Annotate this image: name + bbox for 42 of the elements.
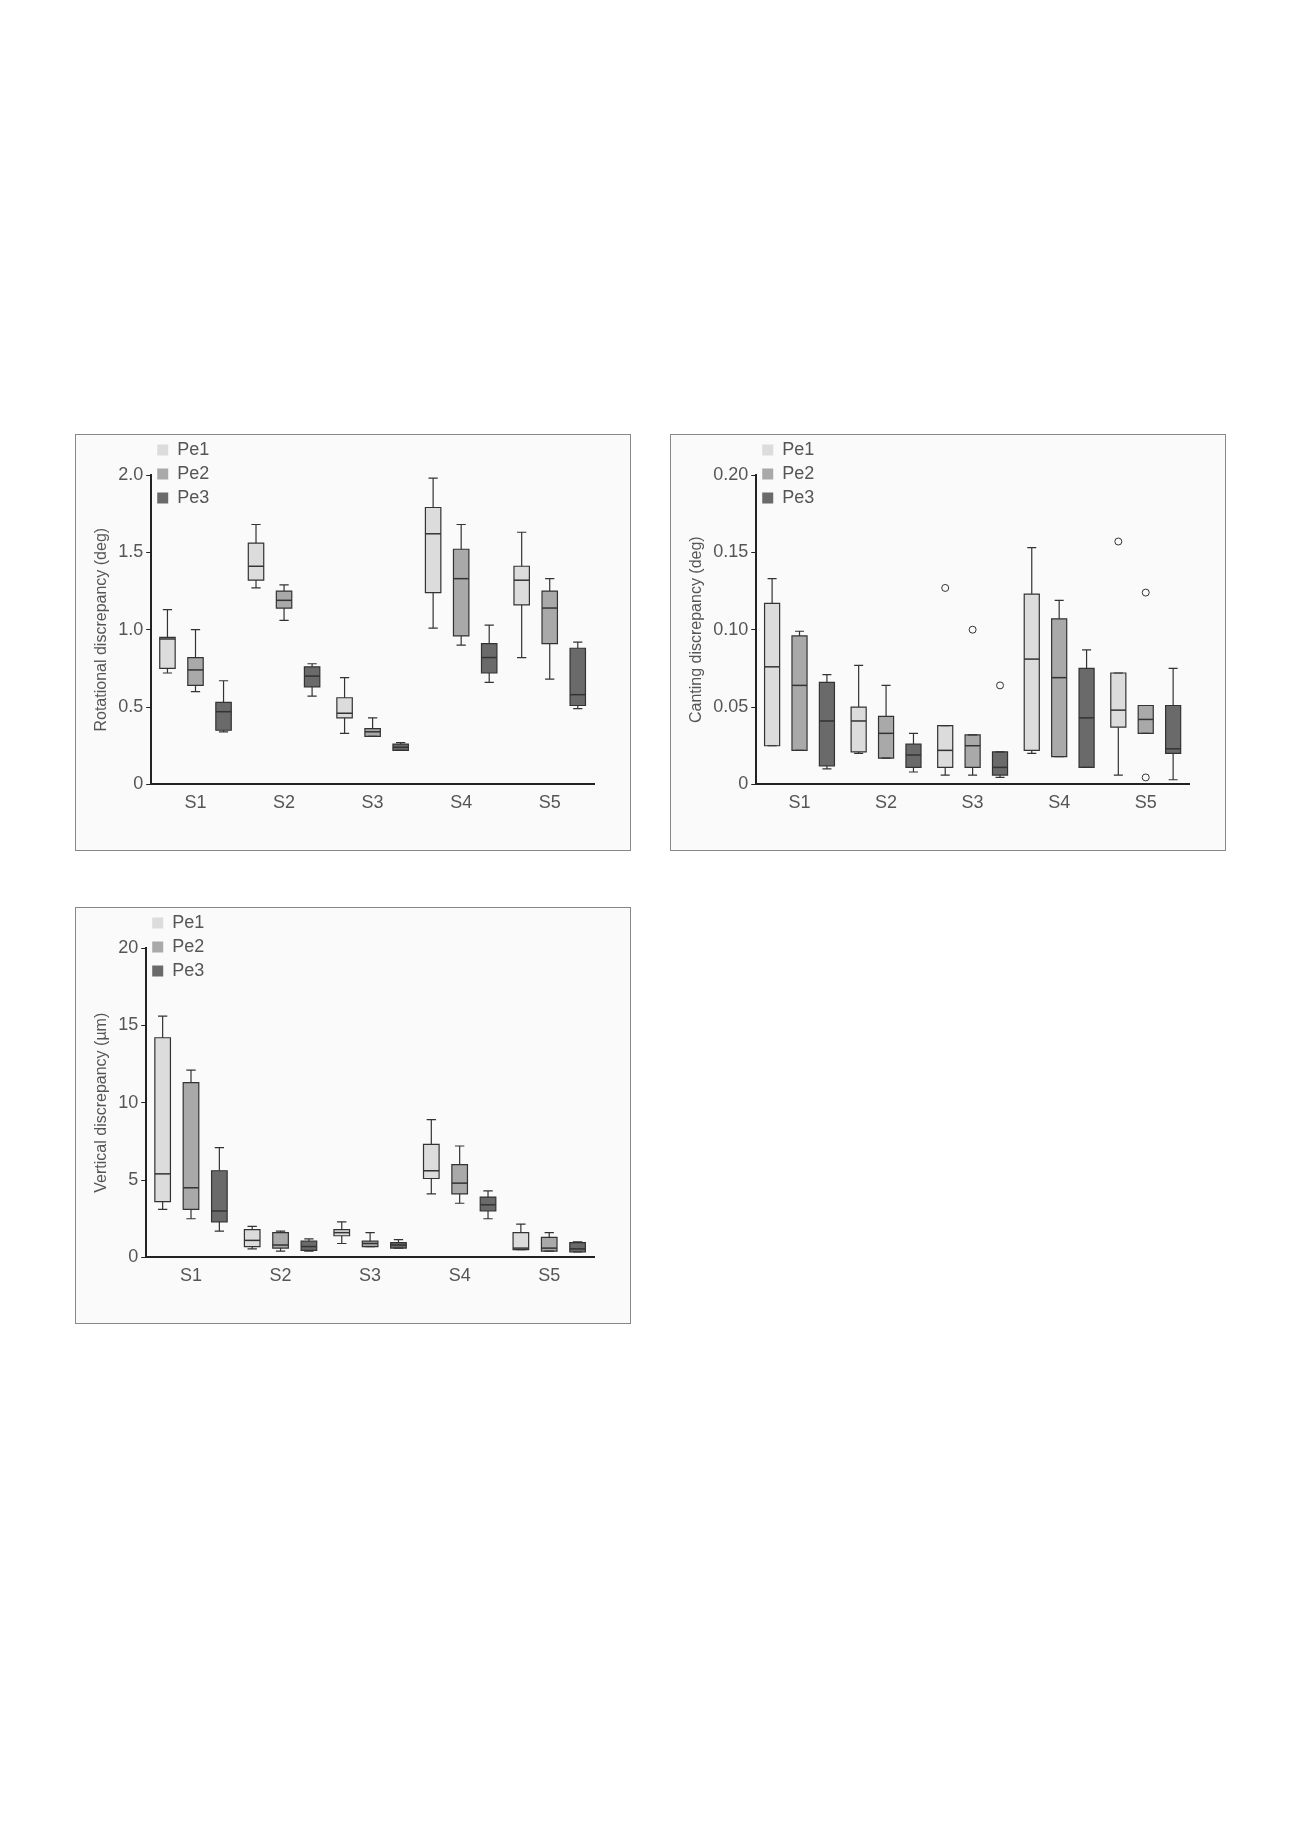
legend-label: Pe2 — [177, 462, 210, 483]
x-tick-label: S4 — [450, 792, 473, 813]
y-tick-label: 2.0 — [118, 463, 144, 484]
legend-label: Pe3 — [782, 486, 815, 507]
y-axis-title: Vertical discrepancy (µm) — [92, 1012, 110, 1193]
legend-label: Pe3 — [172, 959, 205, 980]
x-tick-label: S5 — [538, 1265, 561, 1286]
legend-label: Pe1 — [782, 438, 815, 459]
x-tick-label: S1 — [184, 792, 207, 813]
y-tick-label: 0.10 — [713, 618, 749, 639]
legend-label: Pe3 — [177, 486, 210, 507]
y-tick-label: 1.5 — [118, 541, 144, 562]
y-tick-label: 0.05 — [713, 696, 749, 717]
x-tick-label: S1 — [788, 792, 811, 813]
y-tick-label: 15 — [118, 1014, 139, 1035]
y-tick-label: 0 — [738, 773, 749, 794]
x-tick-label: S3 — [361, 792, 384, 813]
legend-label: Pe1 — [172, 911, 205, 932]
y-tick-label: 20 — [118, 936, 139, 957]
x-tick-label: S2 — [273, 792, 296, 813]
legend-label: Pe2 — [172, 935, 205, 956]
x-tick-label: S1 — [179, 1265, 203, 1286]
x-tick-label: S2 — [269, 1265, 292, 1286]
x-tick-label: S3 — [359, 1265, 382, 1286]
y-tick-label: 0.5 — [118, 696, 144, 717]
x-tick-label: S2 — [875, 792, 898, 813]
x-tick-label: S4 — [1048, 792, 1071, 813]
legend-label: Pe1 — [177, 438, 210, 459]
y-tick-label: 0.15 — [713, 541, 749, 562]
x-tick-label: S5 — [538, 792, 561, 813]
x-tick-label: S4 — [448, 1265, 471, 1286]
y-axis-title: Rotational discrepancy (deg) — [92, 527, 110, 732]
y-tick-label: 0.20 — [713, 463, 749, 484]
y-axis-title: Canting discrepancy (deg) — [687, 536, 705, 724]
x-tick-label: S5 — [1134, 792, 1157, 813]
y-tick-label: 0 — [128, 1246, 139, 1267]
x-tick-label: S3 — [961, 792, 984, 813]
y-tick-label: 10 — [118, 1091, 139, 1112]
legend-label: Pe2 — [782, 462, 815, 483]
y-tick-label: 5 — [128, 1169, 139, 1190]
y-tick-label: 1.0 — [118, 618, 144, 639]
y-tick-label: 0 — [133, 773, 144, 794]
